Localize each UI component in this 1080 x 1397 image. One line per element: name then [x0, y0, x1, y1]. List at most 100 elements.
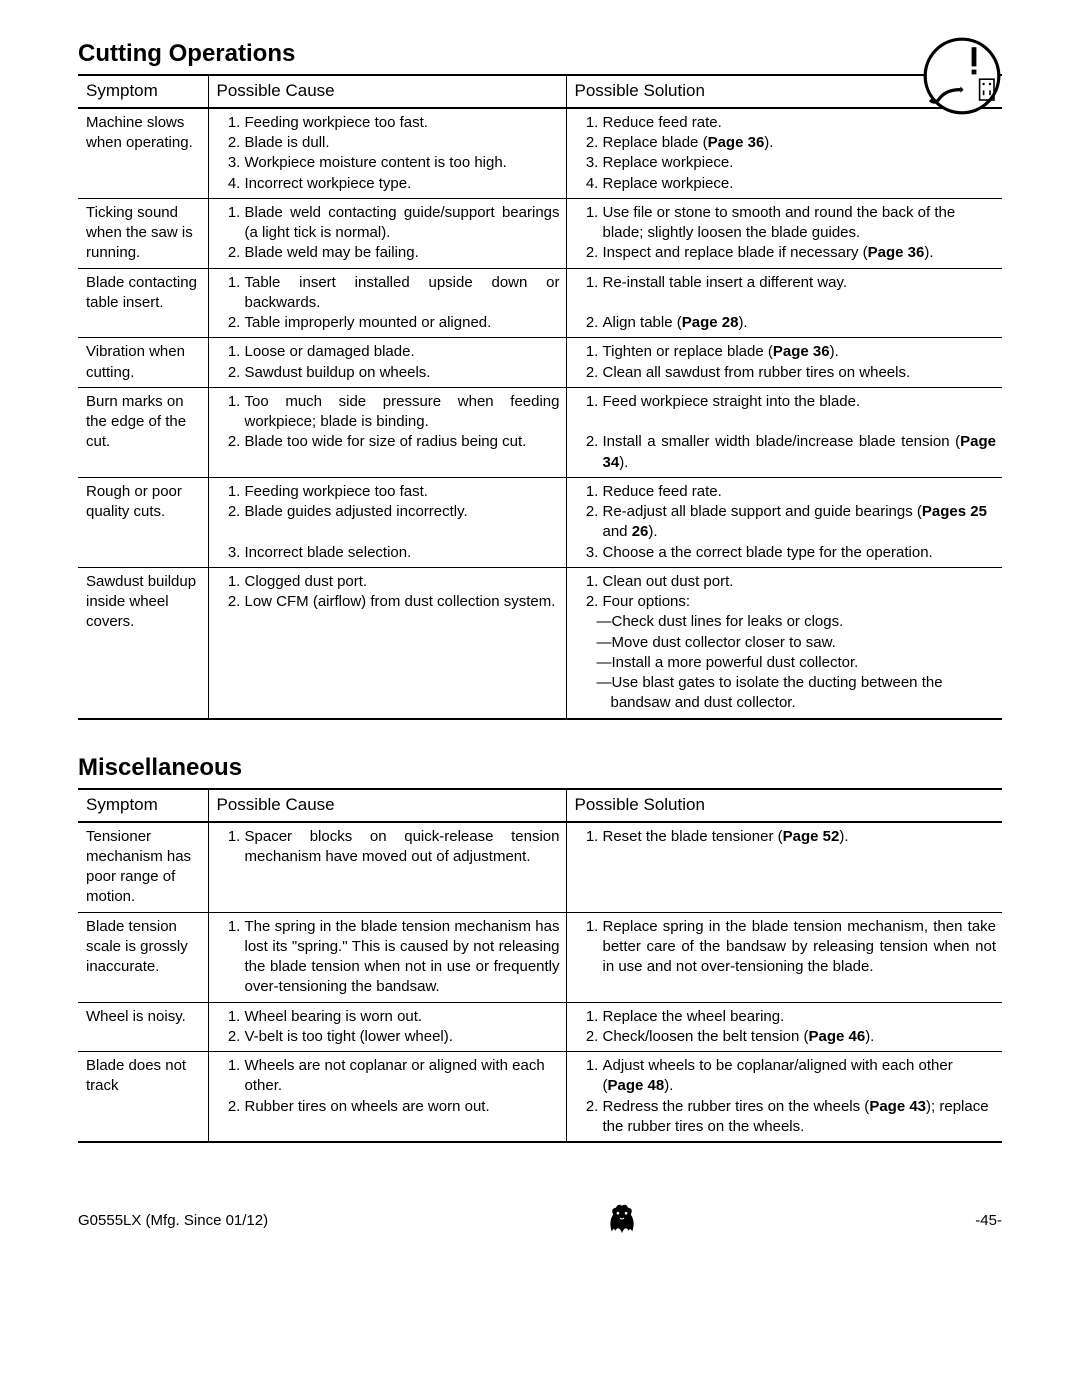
- cause-cell: Table insert installed upside down or ba…: [208, 268, 566, 338]
- table-row: Ticking sound when the saw is running. Bl…: [78, 198, 1002, 268]
- list-item: Blade too wide for size of radius being …: [245, 432, 560, 452]
- list-item: Too much side pressure when feeding work…: [245, 392, 560, 433]
- troubleshooting-table: SymptomPossible CausePossible Solution Te…: [78, 788, 1002, 1143]
- list-item: Table insert installed upside down or ba…: [245, 273, 560, 314]
- list-item: Clean all sawdust from rubber tires on w…: [603, 363, 997, 383]
- sub-option: —Use blast gates to isolate the ducting …: [597, 673, 997, 714]
- list-item: Blade weld may be failing.: [245, 243, 560, 263]
- solution-cell: Replace the wheel bearing.Check/loosen t…: [566, 1002, 1002, 1052]
- sub-option: —Install a more powerful dust collector.: [597, 653, 997, 673]
- symptom-cell: Ticking sound when the saw is running.: [78, 198, 208, 268]
- table-row: Vibration when cutting.Loose or damaged …: [78, 338, 1002, 388]
- list-item: Sawdust buildup on wheels.: [245, 363, 560, 383]
- list-item: Clean out dust port.: [603, 572, 997, 592]
- troubleshooting-table: SymptomPossible CausePossible SolutionMa…: [78, 74, 1002, 720]
- list-item: Reset the blade tensioner (Page 52).: [603, 827, 997, 847]
- solution-cell: Tighten or replace blade (Page 36).Clean…: [566, 338, 1002, 388]
- column-header: Symptom: [78, 789, 208, 822]
- table-row: Machine slows when operating.Feeding wor…: [78, 108, 1002, 199]
- symptom-cell: Burn marks on the edge of the cut.: [78, 387, 208, 477]
- table-row: Rough or poor quality cuts.Feeding workp…: [78, 477, 1002, 567]
- symptom-cell: Blade does not track: [78, 1052, 208, 1143]
- list-item: Replace blade (Page 36).: [603, 133, 997, 153]
- solution-cell: Reduce feed rate.Re-adjust all blade sup…: [566, 477, 1002, 567]
- symptom-cell: Machine slows when operating.: [78, 108, 208, 199]
- cause-cell: Feeding workpiece too fast.Blade is dull…: [208, 108, 566, 199]
- list-item: Four options:: [603, 592, 997, 612]
- table-row: Tensioner mechanism has poor range of mo…: [78, 822, 1002, 913]
- solution-cell: Adjust wheels to be coplanar/aligned wit…: [566, 1052, 1002, 1143]
- cause-cell: Loose or damaged blade.Sawdust buildup o…: [208, 338, 566, 388]
- symptom-cell: Vibration when cutting.: [78, 338, 208, 388]
- symptom-cell: Wheel is noisy.: [78, 1002, 208, 1052]
- table-row: Blade tension scale is grossly inaccurat…: [78, 912, 1002, 1002]
- list-item: Choose a the correct blade type for the …: [603, 543, 997, 563]
- column-header: Possible Cause: [208, 75, 566, 108]
- sub-option-list: —Check dust lines for leaks or clogs.—Mo…: [575, 612, 997, 713]
- section-heading: Miscellaneous: [78, 754, 1002, 782]
- section-heading: Cutting Operations: [78, 40, 1002, 68]
- page-footer: G0555LX (Mfg. Since 01/12) -45-: [78, 1201, 1002, 1239]
- footer-logo: [605, 1201, 639, 1239]
- list-item: Use file or stone to smooth and round th…: [603, 203, 997, 244]
- sub-option: —Move dust collector closer to saw.: [597, 633, 997, 653]
- solution-cell: Feed workpiece straight into the blade.x…: [566, 387, 1002, 477]
- cause-cell: Blade weld contacting guide/support bear…: [208, 198, 566, 268]
- list-item: Feeding workpiece too fast.: [245, 113, 560, 133]
- list-item: Adjust wheels to be coplanar/aligned wit…: [603, 1056, 997, 1097]
- cause-cell: The spring in the blade tension mechanis…: [208, 912, 566, 1002]
- symptom-cell: Tensioner mechanism has poor range of mo…: [78, 822, 208, 913]
- cause-cell: Feeding workpiece too fast.Blade guides …: [208, 477, 566, 567]
- list-item: Align table (Page 28).: [603, 313, 997, 333]
- list-item: Check/loosen the belt tension (Page 46).: [603, 1027, 997, 1047]
- list-item: Clogged dust port.: [245, 572, 560, 592]
- unplug-warning-icon: [922, 36, 1002, 121]
- list-item: Low CFM (airflow) from dust collection s…: [245, 592, 560, 612]
- cause-cell: Clogged dust port.Low CFM (airflow) from…: [208, 567, 566, 718]
- list-item: Wheels are not coplanar or aligned with …: [245, 1056, 560, 1097]
- column-header: Possible Cause: [208, 789, 566, 822]
- cause-cell: Spacer blocks on quick-release tension m…: [208, 822, 566, 913]
- list-item: Wheel bearing is worn out.: [245, 1007, 560, 1027]
- column-header: Symptom: [78, 75, 208, 108]
- list-item: Re-adjust all blade support and guide be…: [603, 502, 997, 543]
- list-item: Table improperly mounted or aligned.: [245, 313, 560, 333]
- list-item: Install a smaller width blade/increase b…: [603, 432, 997, 473]
- solution-cell: Re-install table insert a different way.…: [566, 268, 1002, 338]
- solution-cell: Use file or stone to smooth and round th…: [566, 198, 1002, 268]
- symptom-cell: Blade contacting table insert.: [78, 268, 208, 338]
- list-item: Replace spring in the blade tension mech…: [603, 917, 997, 978]
- list-item: Reduce feed rate.: [603, 482, 997, 502]
- footer-page-number: -45-: [975, 1212, 1002, 1229]
- list-item: Re-install table insert a different way.…: [603, 273, 997, 314]
- solution-cell: Reduce feed rate.Replace blade (Page 36)…: [566, 108, 1002, 199]
- cause-cell: Wheel bearing is worn out.V-belt is too …: [208, 1002, 566, 1052]
- symptom-cell: Blade tension scale is grossly inaccurat…: [78, 912, 208, 1002]
- column-header: Possible Solution: [566, 789, 1002, 822]
- list-item: Incorrect workpiece type.: [245, 174, 560, 194]
- cause-cell: Too much side pressure when feeding work…: [208, 387, 566, 477]
- list-item: Blade weld contacting guide/support bear…: [245, 203, 560, 244]
- list-item: The spring in the blade tension mechanis…: [245, 917, 560, 998]
- sub-option: —Check dust lines for leaks or clogs.: [597, 612, 997, 632]
- list-item: Inspect and replace blade if necessary (…: [603, 243, 997, 263]
- footer-model: G0555LX (Mfg. Since 01/12): [78, 1212, 268, 1229]
- list-item: Incorrect blade selection.: [245, 543, 560, 563]
- table-row: Wheel is noisy.Wheel bearing is worn out…: [78, 1002, 1002, 1052]
- list-item: V-belt is too tight (lower wheel).: [245, 1027, 560, 1047]
- list-item: Blade guides adjusted incorrectly.x: [245, 502, 560, 543]
- table-row: Burn marks on the edge of the cut. Too mu…: [78, 387, 1002, 477]
- solution-cell: Reset the blade tensioner (Page 52).: [566, 822, 1002, 913]
- symptom-cell: Rough or poor quality cuts.: [78, 477, 208, 567]
- list-item: Tighten or replace blade (Page 36).: [603, 342, 997, 362]
- solution-cell: Replace spring in the blade tension mech…: [566, 912, 1002, 1002]
- list-item: Replace the wheel bearing.: [603, 1007, 997, 1027]
- list-item: Spacer blocks on quick-release tension m…: [245, 827, 560, 868]
- list-item: Feed workpiece straight into the blade.x: [603, 392, 997, 433]
- list-item: Redress the rubber tires on the wheels (…: [603, 1097, 997, 1138]
- list-item: Loose or damaged blade.: [245, 342, 560, 362]
- table-row: Blade contacting table insert. Table inse…: [78, 268, 1002, 338]
- list-item: Rubber tires on wheels are worn out.: [245, 1097, 560, 1117]
- page-container: Cutting OperationsSymptomPossible CauseP…: [0, 0, 1080, 1295]
- list-item: Feeding workpiece too fast.: [245, 482, 560, 502]
